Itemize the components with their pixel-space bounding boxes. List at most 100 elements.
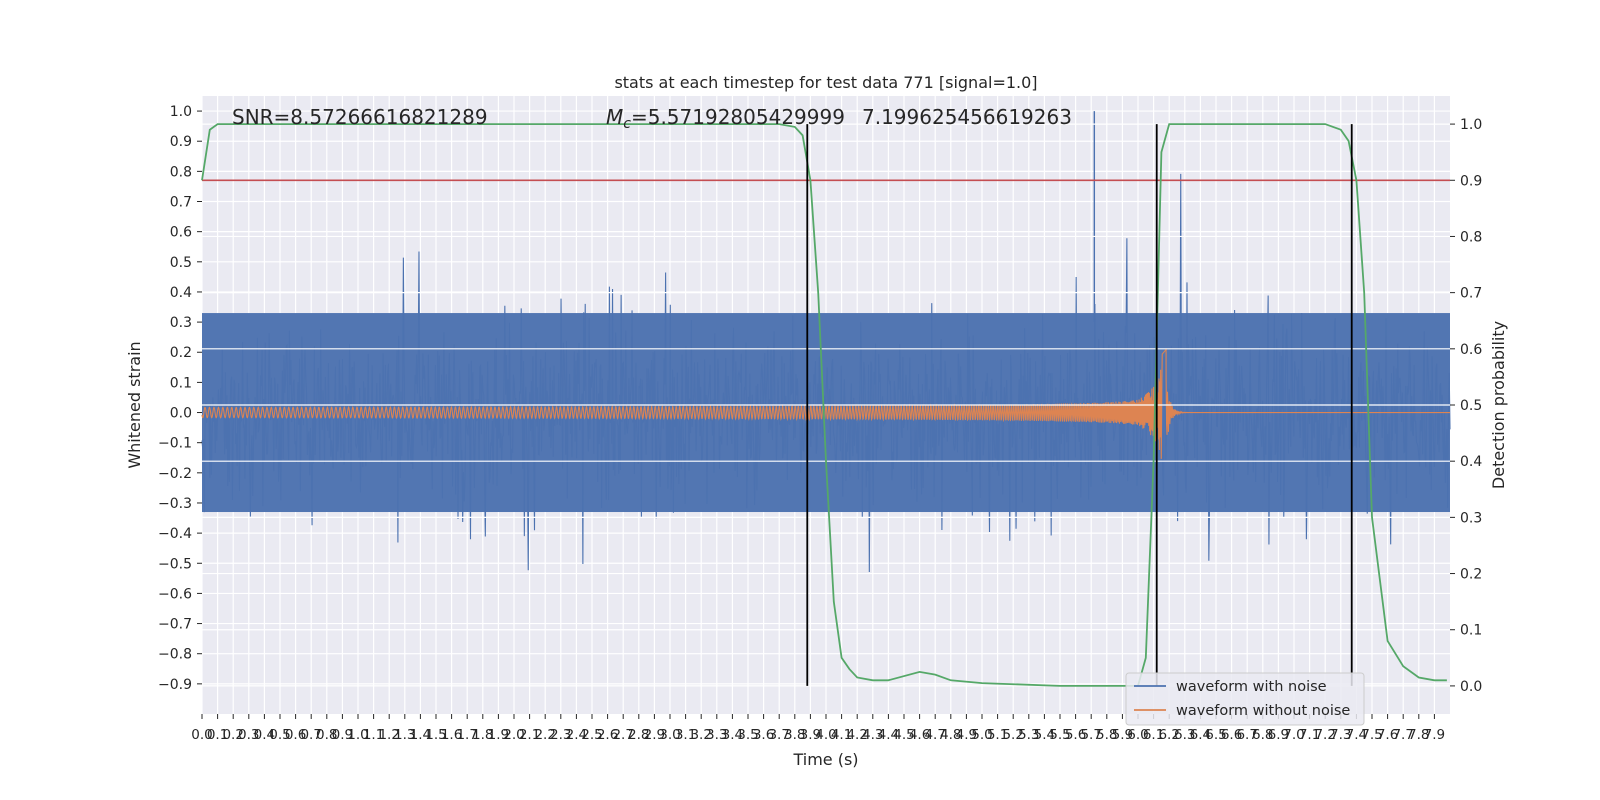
y-tick-label: −0.6 (158, 586, 192, 602)
x-tick-label: 0.9 (332, 727, 353, 743)
x-tick-label: 2.5 (581, 727, 602, 743)
y-tick-label: 0.3 (170, 315, 192, 331)
legend-box (1125, 672, 1365, 726)
x-tick-label: 1.6 (441, 727, 462, 743)
y2-tick-label: 0.7 (1460, 286, 1482, 302)
x-tick-label: 1.3 (394, 727, 415, 743)
y-axis-label: Whitened strain (125, 341, 144, 468)
x-tick-label: 5.1 (987, 727, 1008, 743)
x-tick-label: 0.0 (191, 727, 212, 743)
x-tick-label: 5.3 (1018, 727, 1039, 743)
x-tick-label: 4.8 (940, 727, 961, 743)
x-tick-label: 2.3 (550, 727, 571, 743)
x-tick-label: 7.3 (1330, 727, 1351, 743)
x-tick-label: 2.7 (612, 727, 633, 743)
y-tick-label: −0.7 (158, 617, 192, 633)
x-tick-label: 0.2 (222, 727, 243, 743)
y-tick-label: 1.0 (170, 104, 192, 120)
x-tick-label: 1.7 (456, 727, 477, 743)
mc-subscript: c (623, 116, 631, 132)
x-tick-label: 1.9 (488, 727, 509, 743)
y2-tick-label: 0.5 (1460, 398, 1482, 414)
x-tick-label: 3.1 (675, 727, 696, 743)
y-tick-label: 0.7 (170, 195, 192, 211)
x-tick-label: 3.4 (722, 727, 743, 743)
x-tick-label: 4.0 (815, 727, 836, 743)
mc-symbol: M (606, 105, 623, 129)
x-tick-label: 4.9 (956, 727, 977, 743)
x-tick-label: 4.3 (862, 727, 883, 743)
x-tick-label: 7.6 (1377, 727, 1398, 743)
x-tick-label: 7.5 (1361, 727, 1382, 743)
x-tick-label: 3.3 (706, 727, 727, 743)
x-tick-label: 7.1 (1299, 727, 1320, 743)
x-tick-label: 5.0 (971, 727, 992, 743)
y-tick-label: −0.3 (158, 496, 192, 512)
y2-tick-label: 0.9 (1460, 173, 1482, 189)
x-tick-label: 1.0 (347, 727, 368, 743)
x-tick-label: 4.7 (924, 727, 945, 743)
y2-tick-label: 0.6 (1460, 342, 1482, 358)
x-tick-label: 3.7 (768, 727, 789, 743)
x-tick-label: 5.6 (1065, 727, 1086, 743)
y-tick-label: 0.6 (170, 225, 192, 241)
y-tick-label: −0.4 (158, 526, 192, 542)
x-tick-label: 0.6 (285, 727, 306, 743)
x-tick-label: 2.8 (628, 727, 649, 743)
x-tick-label: 2.0 (503, 727, 524, 743)
x-tick-label: 1.4 (410, 727, 431, 743)
x-tick-label: 1.5 (425, 727, 446, 743)
y-tick-label: −0.8 (158, 647, 192, 663)
x-tick-label: 3.8 (784, 727, 805, 743)
x-tick-label: 7.2 (1314, 727, 1335, 743)
y2-tick-label: 0.3 (1460, 510, 1482, 526)
x-tick-label: 0.7 (300, 727, 321, 743)
x-tick-label: 6.3 (1174, 727, 1195, 743)
x-tick-label: 6.6 (1221, 727, 1242, 743)
y-tick-label: −0.2 (158, 466, 192, 482)
y-tick-label: 0.1 (170, 375, 192, 391)
y-tick-label: 0.9 (170, 134, 192, 150)
x-tick-label: 3.2 (690, 727, 711, 743)
y-tick-label: −0.5 (158, 556, 192, 572)
x-tick-label: 1.1 (363, 727, 384, 743)
x-tick-label: 3.0 (659, 727, 680, 743)
x-tick-label: 4.1 (831, 727, 852, 743)
x-tick-label: 2.9 (644, 727, 665, 743)
x-tick-label: 6.0 (1127, 727, 1148, 743)
x-tick-label: 0.4 (254, 727, 275, 743)
x-tick-label: 3.6 (753, 727, 774, 743)
y2-axis-ticks: 1.0 0.9 0.8 0.7 0.6 0.5 0.4 0.3 0.2 0.1 0.0 (1450, 117, 1482, 695)
x-tick-label: 5.9 (1112, 727, 1133, 743)
legend-label-noise: waveform with noise (1176, 679, 1327, 695)
x-tick-label: 1.8 (472, 727, 493, 743)
y2-tick-label: 0.0 (1460, 679, 1482, 695)
chirp-trace (201, 348, 1451, 459)
detection-markers (806, 124, 1353, 686)
y-tick-label: 0.5 (170, 255, 192, 271)
x-tick-label: 0.3 (238, 727, 259, 743)
y-tick-label: 0.4 (170, 285, 192, 301)
x-tick-label: 1.2 (378, 727, 399, 743)
x-tick-label: 7.0 (1283, 727, 1304, 743)
y2-tick-label: 0.1 (1460, 623, 1482, 639)
chart-title: stats at each timestep for test data 771… (614, 73, 1037, 92)
x-tick-label: 6.4 (1190, 727, 1211, 743)
x-tick-label: 7.7 (1392, 727, 1413, 743)
x-tick-label: 6.2 (1158, 727, 1179, 743)
mc-value: =5.57192805429999 (631, 105, 845, 129)
x-tick-label: 3.5 (737, 727, 758, 743)
y-tick-label: 0.0 (170, 406, 192, 422)
legend: waveform with noise waveform without noi… (1125, 672, 1365, 726)
y-tick-label: 0.8 (170, 164, 192, 180)
series-waveform-without-noise (201, 348, 1451, 459)
x-tick-label: 4.6 (909, 727, 930, 743)
x-tick-label: 6.8 (1252, 727, 1273, 743)
x-tick-label: 5.4 (1034, 727, 1055, 743)
x-axis-ticks: 0.00.10.20.30.40.50.60.70.80.91.01.11.21… (191, 714, 1445, 743)
legend-label-clean: waveform without noise (1176, 703, 1350, 719)
x-tick-label: 0.1 (207, 727, 228, 743)
x-tick-label: 6.5 (1205, 727, 1226, 743)
snr-annotation: SNR=8.57266616821289 (232, 105, 488, 129)
